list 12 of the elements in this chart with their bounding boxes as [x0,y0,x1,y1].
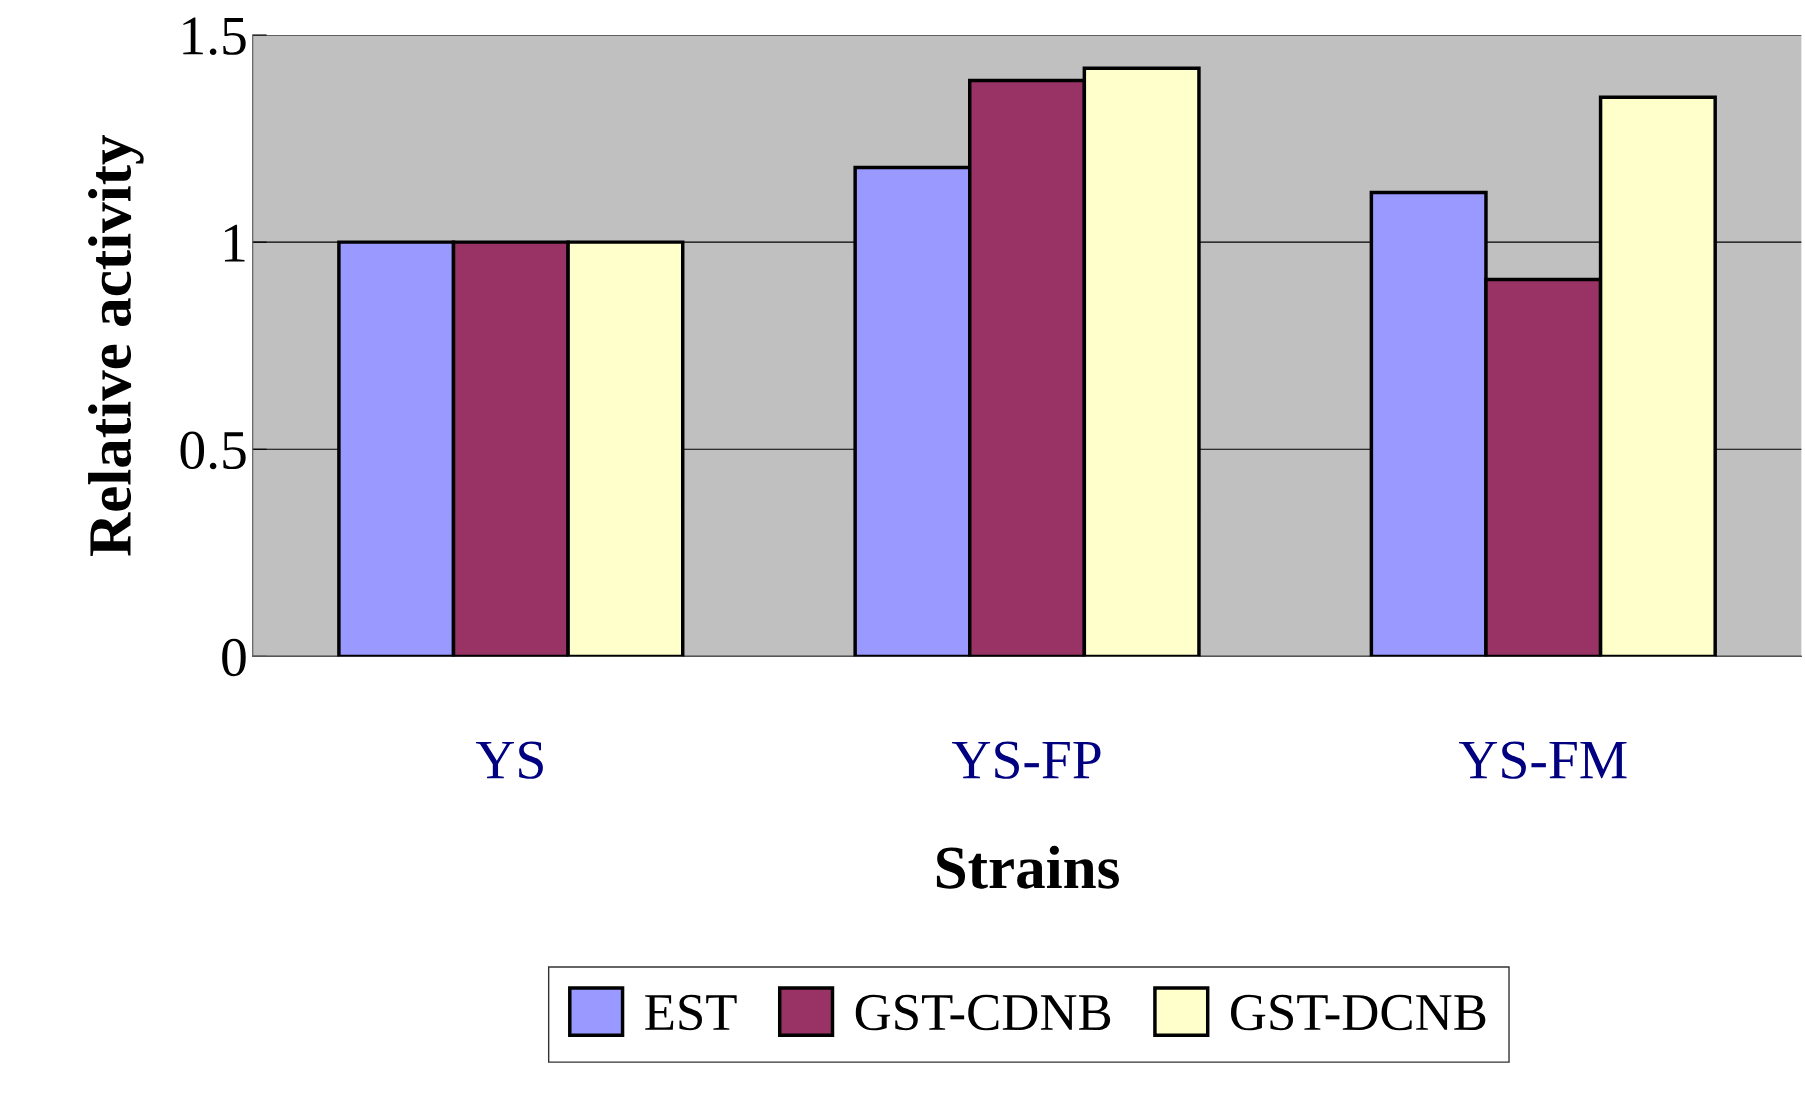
y-tick-label: 1 [224,224,245,262]
y-axis-title: Relative activity [88,135,144,556]
legend-label: EST [645,994,737,1031]
x-tick-label: YS-FP [952,741,1101,779]
legend-label: GST-CDNB [855,994,1111,1031]
x-axis-title: Strains [936,845,1119,889]
x-tick-label: YS [475,741,543,779]
y-tick-label: 1.5 [183,17,246,56]
x-tick-label: YS-FM [1459,741,1627,779]
y-tick-label: 0.5 [180,431,246,470]
legend-label: GST-DCNB [1230,994,1486,1031]
y-tick-label: 0 [222,638,246,677]
